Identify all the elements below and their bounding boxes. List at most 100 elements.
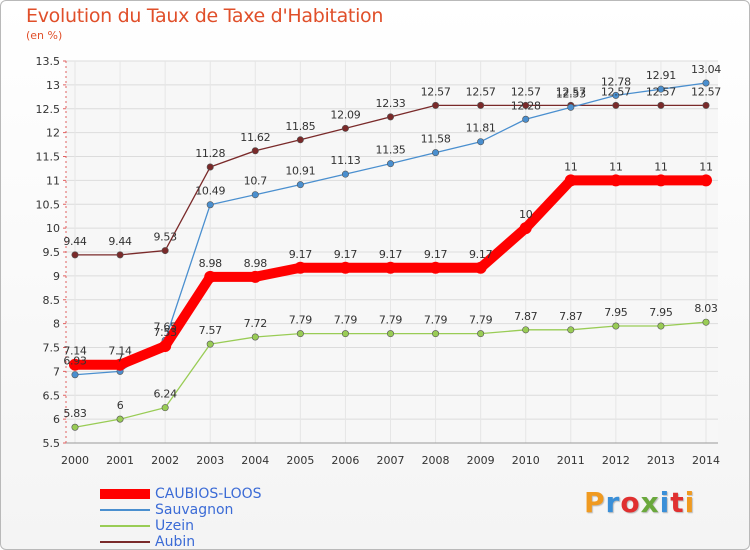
data-label: 11 (654, 160, 667, 173)
data-label: 7.72 (244, 317, 267, 330)
data-point (161, 404, 169, 412)
data-label: 7.79 (424, 314, 448, 327)
y-tick-label: 5.5 (43, 437, 61, 450)
x-tick-label: 2002 (151, 454, 179, 467)
proxiti-logo: Proxiti (584, 486, 695, 519)
data-label: 11.13 (330, 154, 360, 167)
y-tick-label: 12 (46, 127, 60, 140)
data-point (522, 101, 530, 109)
legend-swatch (100, 541, 150, 543)
data-label: 12.57 (646, 85, 676, 98)
data-point (251, 191, 259, 199)
data-point (249, 270, 262, 283)
y-tick-label: 11 (46, 174, 60, 187)
x-tick-label: 2010 (512, 454, 540, 467)
logo-letter: i (659, 486, 671, 519)
data-point (71, 251, 79, 259)
y-tick-label: 6 (53, 413, 60, 426)
x-tick-label: 2001 (106, 454, 134, 467)
data-label: 7.14 (108, 345, 132, 358)
data-label: 12.28 (511, 99, 541, 112)
x-tick-label: 2011 (557, 454, 585, 467)
data-point (657, 85, 665, 93)
data-label: 12.57 (691, 85, 721, 98)
data-point (564, 174, 577, 187)
data-label: 8.03 (694, 302, 718, 315)
data-point (69, 358, 81, 371)
logo-letter: o (620, 486, 641, 519)
x-tick-label: 2003 (196, 454, 224, 467)
data-point (702, 318, 710, 326)
logo-letter: r (605, 486, 621, 519)
data-point (657, 322, 665, 330)
data-point (386, 330, 394, 338)
data-point (612, 91, 620, 99)
data-point (341, 170, 349, 178)
legend-swatch (100, 489, 150, 499)
data-point (432, 101, 440, 109)
data-label: 12.91 (646, 69, 676, 82)
data-label: 9.17 (469, 248, 493, 261)
data-label: 7.53 (153, 326, 177, 339)
data-point (116, 415, 124, 423)
data-label: 7.95 (604, 306, 628, 319)
data-point (432, 330, 440, 338)
data-label: 11.28 (195, 147, 225, 160)
data-point (386, 160, 394, 168)
data-label: 9.53 (153, 231, 177, 244)
y-tick-label: 6.5 (43, 389, 61, 402)
data-label: 10.49 (195, 185, 225, 198)
chart-subtitle: (en %) (26, 29, 63, 42)
data-point (294, 261, 307, 274)
data-label: 11.81 (466, 122, 496, 135)
data-point (654, 174, 667, 187)
legend-label: Sauvagnon (155, 502, 234, 518)
data-label: 10.91 (285, 165, 315, 178)
data-label: 6.24 (153, 388, 177, 401)
data-label: 7.87 (514, 310, 538, 323)
data-label: 9.44 (108, 235, 132, 248)
y-tick-label: 13.5 (36, 55, 61, 68)
x-tick-label: 2014 (692, 454, 720, 467)
data-label: 9.17 (424, 248, 448, 261)
data-label: 9.44 (63, 235, 87, 248)
data-point (477, 330, 485, 338)
x-tick-label: 2007 (377, 454, 405, 467)
data-point (522, 326, 530, 334)
y-tick-label: 10 (46, 222, 60, 235)
data-label: 11 (564, 160, 577, 173)
data-label: 11 (699, 160, 712, 173)
data-point (296, 330, 304, 338)
data-label: 7.95 (649, 306, 673, 319)
data-label: 7.79 (334, 314, 358, 327)
data-point (206, 201, 214, 209)
data-point (702, 79, 710, 87)
data-label: 9.17 (379, 248, 403, 261)
data-label: 6 (117, 399, 124, 412)
data-label: 11.62 (240, 131, 270, 144)
data-label: 7.79 (469, 314, 493, 327)
data-label: 8.98 (199, 257, 223, 270)
data-point (429, 261, 442, 274)
x-tick-label: 2013 (647, 454, 675, 467)
logo-letter: x (640, 486, 660, 519)
data-point (114, 358, 127, 371)
data-label: 7 (117, 351, 124, 364)
data-point (522, 115, 530, 123)
data-point (116, 251, 124, 259)
data-label: 6.93 (63, 355, 87, 368)
data-label: 10.7 (244, 175, 268, 188)
x-tick-label: 2006 (331, 454, 359, 467)
chart-title: Evolution du Taux de Taxe d'Habitation (26, 5, 384, 27)
data-point (567, 326, 575, 334)
data-label: 7.65 (153, 320, 177, 333)
data-point (386, 113, 394, 121)
data-label: 13.04 (691, 63, 721, 76)
logo-letter: i (684, 486, 696, 519)
data-label: 12.57 (466, 85, 496, 98)
x-tick-label: 2009 (467, 454, 495, 467)
y-tick-label: 8 (53, 318, 60, 331)
data-label: 7.79 (289, 314, 313, 327)
data-point (206, 340, 214, 348)
